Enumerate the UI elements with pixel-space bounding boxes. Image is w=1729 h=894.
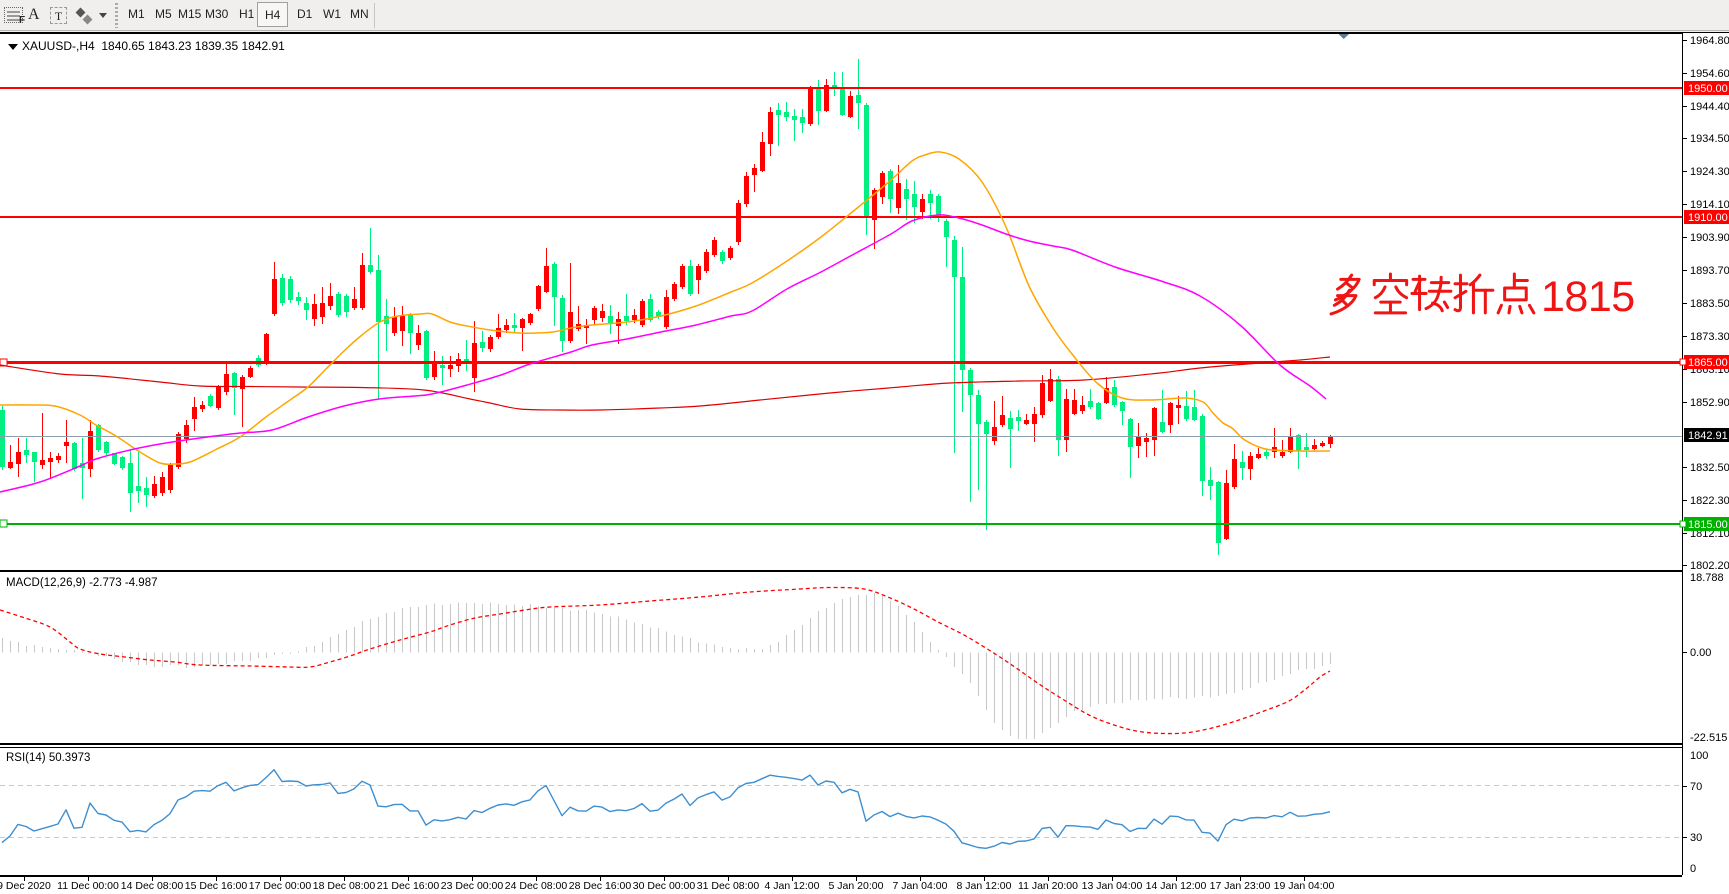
svg-text:100: 100 <box>1690 750 1708 762</box>
svg-text:1903.90: 1903.90 <box>1690 232 1729 244</box>
svg-text:1842.91: 1842.91 <box>1688 430 1728 442</box>
svg-text:1893.70: 1893.70 <box>1690 265 1729 277</box>
svg-text:31 Dec 08:00: 31 Dec 08:00 <box>697 880 760 892</box>
svg-text:5 Jan 20:00: 5 Jan 20:00 <box>829 880 884 892</box>
svg-text:11 Dec 00:00: 11 Dec 00:00 <box>57 880 119 892</box>
svg-text:1802.20: 1802.20 <box>1690 560 1729 572</box>
svg-text:1822.30: 1822.30 <box>1690 495 1729 507</box>
svg-text:MACD(12,26,9) -2.773 -4.987: MACD(12,26,9) -2.773 -4.987 <box>6 577 158 589</box>
svg-text:1910.00: 1910.00 <box>1688 212 1728 224</box>
svg-text:1852.90: 1852.90 <box>1690 397 1729 409</box>
svg-text:8 Jan 12:00: 8 Jan 12:00 <box>957 880 1012 892</box>
svg-text:1950.00: 1950.00 <box>1688 83 1728 95</box>
svg-text:1815.00: 1815.00 <box>1688 519 1728 531</box>
svg-text:1865.00: 1865.00 <box>1688 357 1728 369</box>
svg-text:17 Jan 23:00: 17 Jan 23:00 <box>1210 880 1271 892</box>
svg-text:13 Jan 04:00: 13 Jan 04:00 <box>1082 880 1143 892</box>
svg-text:24 Dec 08:00: 24 Dec 08:00 <box>505 880 568 892</box>
svg-text:30: 30 <box>1690 832 1702 844</box>
svg-text:-22.515: -22.515 <box>1690 732 1727 744</box>
svg-text:15 Dec 16:00: 15 Dec 16:00 <box>185 880 248 892</box>
svg-text:1934.50: 1934.50 <box>1690 133 1729 145</box>
svg-text:28 Dec 16:00: 28 Dec 16:00 <box>569 880 632 892</box>
svg-text:23 Dec 00:00: 23 Dec 00:00 <box>441 880 504 892</box>
svg-text:1954.60: 1954.60 <box>1690 68 1729 80</box>
svg-text:18 Dec 08:00: 18 Dec 08:00 <box>313 880 376 892</box>
svg-text:9 Dec 2020: 9 Dec 2020 <box>0 880 51 892</box>
svg-text:1815: 1815 <box>1541 273 1635 321</box>
svg-text:1964.80: 1964.80 <box>1690 35 1729 47</box>
svg-text:4 Jan 12:00: 4 Jan 12:00 <box>765 880 820 892</box>
svg-text:1873.30: 1873.30 <box>1690 331 1729 343</box>
svg-text:1832.50: 1832.50 <box>1690 462 1729 474</box>
svg-text:0: 0 <box>1690 863 1696 875</box>
svg-text:RSI(14) 50.3973: RSI(14) 50.3973 <box>6 752 90 764</box>
svg-text:7 Jan 04:00: 7 Jan 04:00 <box>893 880 948 892</box>
svg-text:XAUUSD-,H4 1840.65 1843.23 18: XAUUSD-,H4 1840.65 1843.23 1839.35 1842.… <box>22 39 285 53</box>
svg-text:18.788: 18.788 <box>1690 572 1724 584</box>
svg-text:1924.30: 1924.30 <box>1690 166 1729 178</box>
svg-text:30 Dec 00:00: 30 Dec 00:00 <box>633 880 696 892</box>
svg-text:0.00: 0.00 <box>1690 647 1711 659</box>
svg-text:11 Jan 20:00: 11 Jan 20:00 <box>1018 880 1078 892</box>
svg-text:14 Dec 08:00: 14 Dec 08:00 <box>121 880 184 892</box>
svg-text:21 Dec 16:00: 21 Dec 16:00 <box>377 880 440 892</box>
svg-text:70: 70 <box>1690 781 1702 793</box>
svg-text:17 Dec 00:00: 17 Dec 00:00 <box>249 880 312 892</box>
svg-text:19 Jan 04:00: 19 Jan 04:00 <box>1274 880 1335 892</box>
svg-text:1914.10: 1914.10 <box>1690 199 1729 211</box>
svg-text:1883.50: 1883.50 <box>1690 298 1729 310</box>
svg-text:1944.40: 1944.40 <box>1690 101 1729 113</box>
svg-text:14 Jan 12:00: 14 Jan 12:00 <box>1146 880 1207 892</box>
